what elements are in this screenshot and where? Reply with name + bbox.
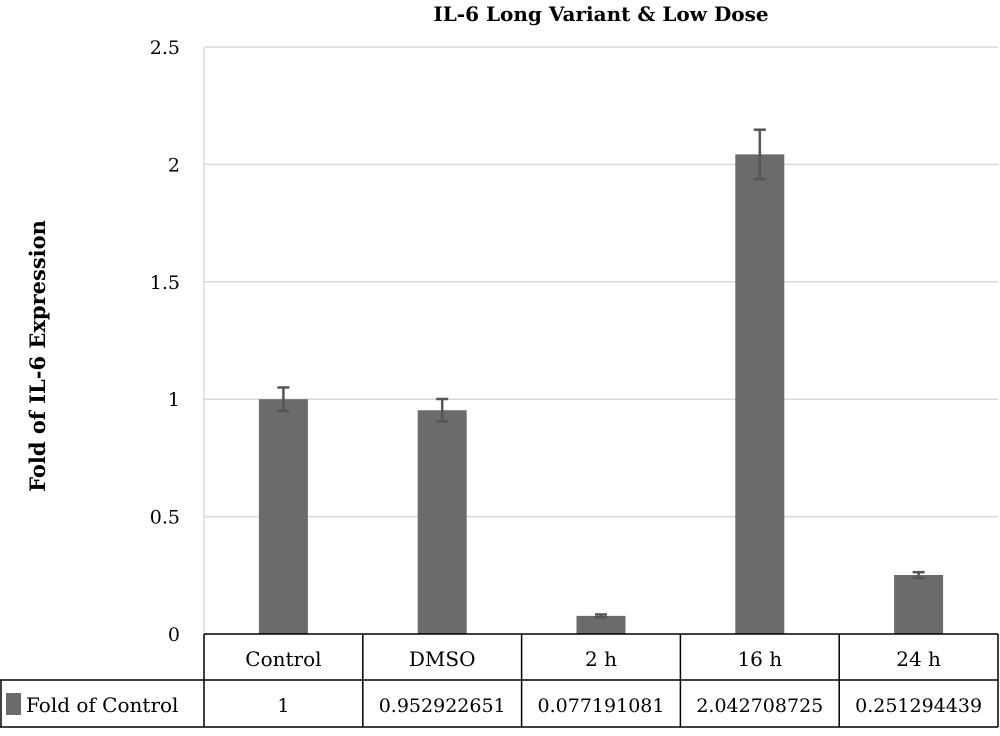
data-label: 0.251294439 [855, 695, 982, 717]
x-category-label: 24 h [896, 647, 941, 671]
bar [894, 574, 944, 634]
bar [417, 410, 467, 634]
y-tick-label: 0.5 [150, 507, 180, 529]
legend-swatch [6, 693, 21, 715]
x-category-label: DMSO [409, 647, 476, 671]
y-tick-label: 1.5 [150, 272, 180, 294]
y-tick-label: 1 [168, 389, 180, 411]
bar [258, 399, 308, 634]
y-tick-label: 2.5 [150, 37, 180, 59]
data-table: Control 1 DMSO 0.952922651 2 h 0.077191081 16 … [0, 633, 999, 728]
y-axis-label: Fold of IL-6 Expression [25, 220, 50, 492]
error-bars [277, 128, 925, 619]
y-tick-label: 2 [168, 154, 180, 176]
error-bar [277, 386, 290, 413]
chart-title: IL-6 Long Variant & Low Dose [433, 2, 768, 26]
bar [735, 154, 785, 634]
x-category-label: 16 h [737, 647, 782, 671]
legend-label: Fold of Control [26, 693, 178, 717]
bars [258, 154, 944, 634]
error-bar [912, 570, 925, 580]
data-label: 2.042708725 [696, 695, 823, 717]
gridlines [203, 46, 998, 634]
x-category-label: 2 h [585, 647, 617, 671]
y-tick-label: 0 [168, 624, 180, 646]
bar [576, 615, 626, 634]
x-category-label: Control [245, 647, 321, 671]
y-tick-labels: 0 0.5 1 1.5 2 2.5 [150, 37, 180, 646]
data-label: 0.077191081 [538, 695, 665, 717]
error-bar [753, 128, 766, 181]
error-bar [436, 397, 449, 423]
data-label: 0.952922651 [379, 695, 506, 717]
error-bar [595, 613, 607, 619]
data-label: 1 [277, 695, 289, 717]
